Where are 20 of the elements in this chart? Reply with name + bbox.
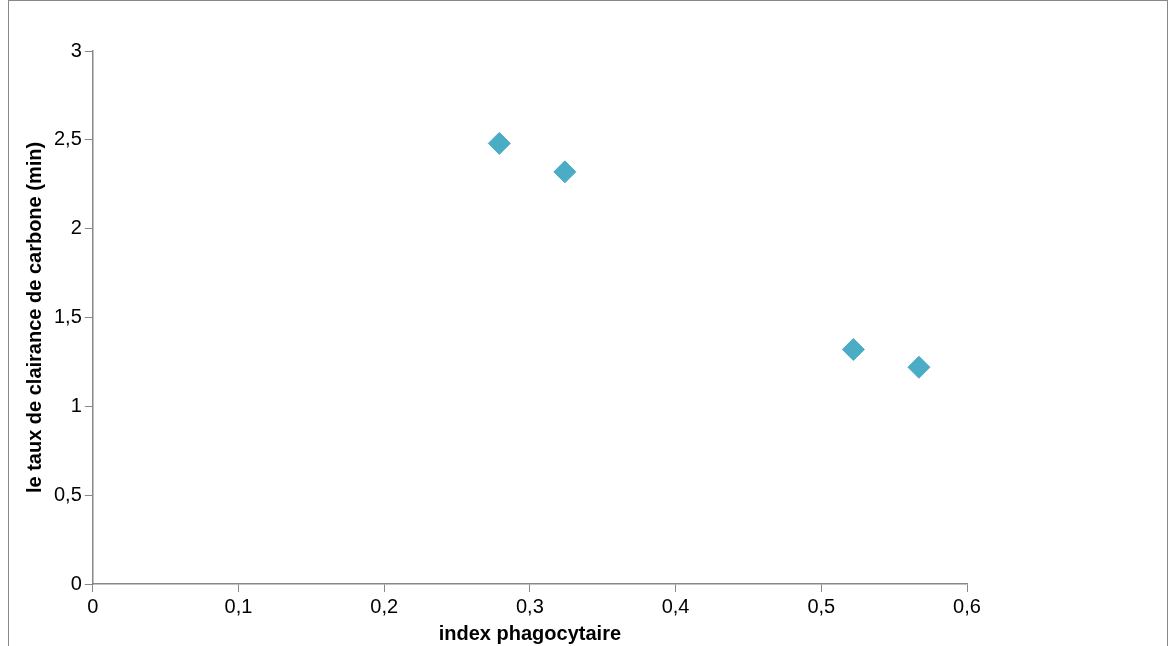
y-tick-label: 2: [70, 216, 82, 239]
point: [487, 131, 511, 155]
y-tick-label: 1,5: [53, 305, 82, 328]
x-tick-label: 0,5: [807, 594, 836, 617]
x-tick-label: 0,2: [370, 594, 399, 617]
y-tick-label: 1: [70, 393, 82, 416]
y-tick-label: 0,5: [53, 482, 82, 505]
y-axis-title: le taux de clairance de carbone (min): [22, 141, 45, 494]
x-tick-label: 0,4: [661, 594, 690, 617]
x-axis-title: index phagocytaire: [438, 621, 622, 644]
x-tick-label: 0,6: [953, 594, 981, 617]
y-tick-label: 2,5: [53, 127, 82, 150]
point: [841, 337, 865, 361]
point: [907, 355, 931, 379]
point: [553, 160, 577, 184]
x-tick-label: 0,3: [516, 594, 544, 617]
y-tick-label: 3: [70, 38, 82, 61]
x-tick-label: 0: [87, 594, 99, 617]
y-tick-label: 0: [70, 571, 82, 594]
x-tick-label: 0,1: [224, 594, 253, 617]
